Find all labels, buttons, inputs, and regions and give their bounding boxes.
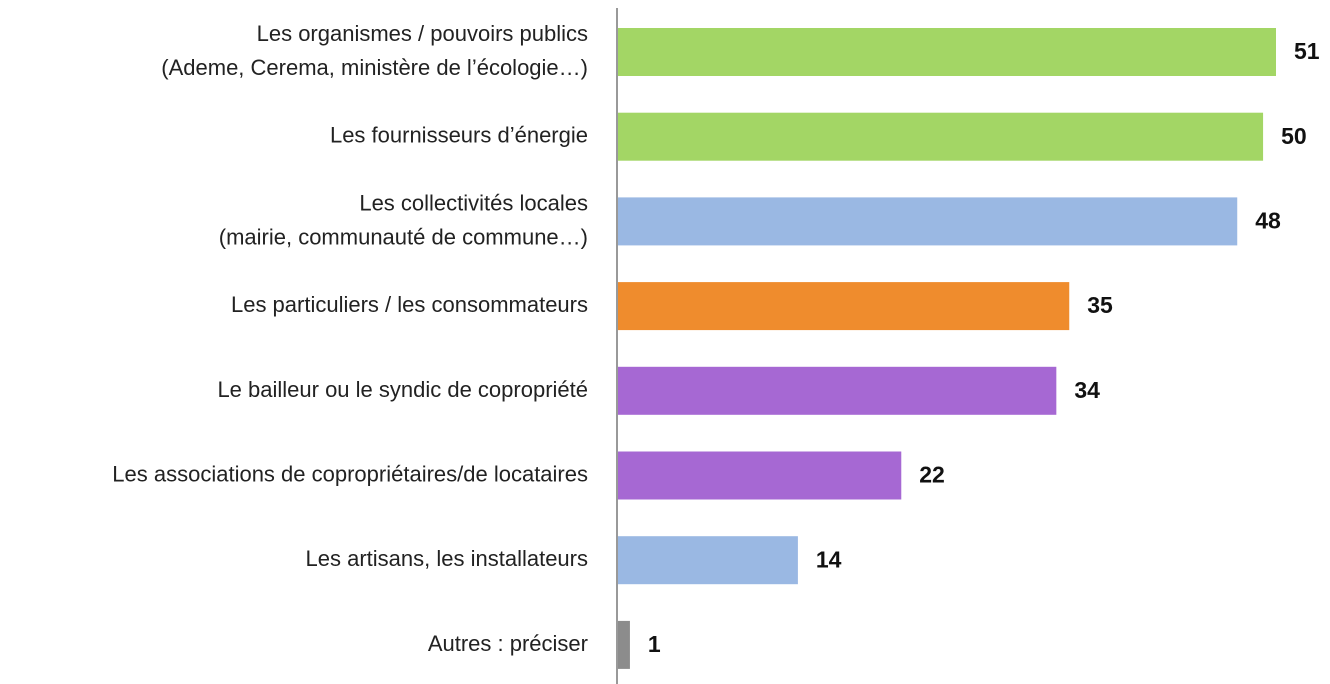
category-line: Les organismes / pouvoirs publics [257, 21, 588, 46]
category-line: Autres : préciser [428, 631, 588, 656]
category-line: Les particuliers / les consommateurs [231, 292, 588, 317]
bar [617, 620, 630, 669]
bar [617, 28, 1276, 76]
category-label: Les organismes / pouvoirs publics (Ademe,… [161, 21, 588, 80]
bar [617, 282, 1070, 331]
category-label: Autres : préciser [428, 631, 588, 656]
category-label: Les fournisseurs d’énergie [330, 123, 588, 148]
value-label: 1 [648, 631, 661, 657]
value-label: 22 [919, 462, 945, 488]
category-line: (Ademe, Cerema, ministère de l’écologie…… [161, 55, 588, 80]
category-line: Les artisans, les installateurs [306, 546, 588, 571]
category-line: (mairie, communauté de commune…) [219, 224, 588, 249]
bar [617, 536, 798, 585]
value-label: 48 [1255, 207, 1281, 233]
value-label: 51 [1294, 38, 1320, 64]
bar [617, 197, 1238, 246]
category-label: Les associations de copropriétaires/de l… [112, 461, 588, 486]
bar [617, 366, 1057, 415]
category-label: Le bailleur ou le syndic de copropriété [217, 377, 588, 402]
category-line: Les collectivités locales [359, 190, 588, 215]
category-label: Les particuliers / les consommateurs [231, 292, 588, 317]
category-line: Les fournisseurs d’énergie [330, 123, 588, 148]
category-line: Le bailleur ou le syndic de copropriété [217, 377, 588, 402]
value-label: 35 [1087, 292, 1113, 318]
bar [617, 451, 902, 500]
category-line: Les associations de copropriétaires/de l… [112, 461, 588, 486]
value-label: 14 [816, 546, 842, 572]
bar [617, 112, 1264, 161]
value-label: 50 [1281, 123, 1307, 149]
category-label: Les artisans, les installateurs [306, 546, 588, 571]
value-label: 34 [1074, 377, 1100, 403]
category-label: Les collectivités locales (mairie, commun… [219, 190, 588, 249]
